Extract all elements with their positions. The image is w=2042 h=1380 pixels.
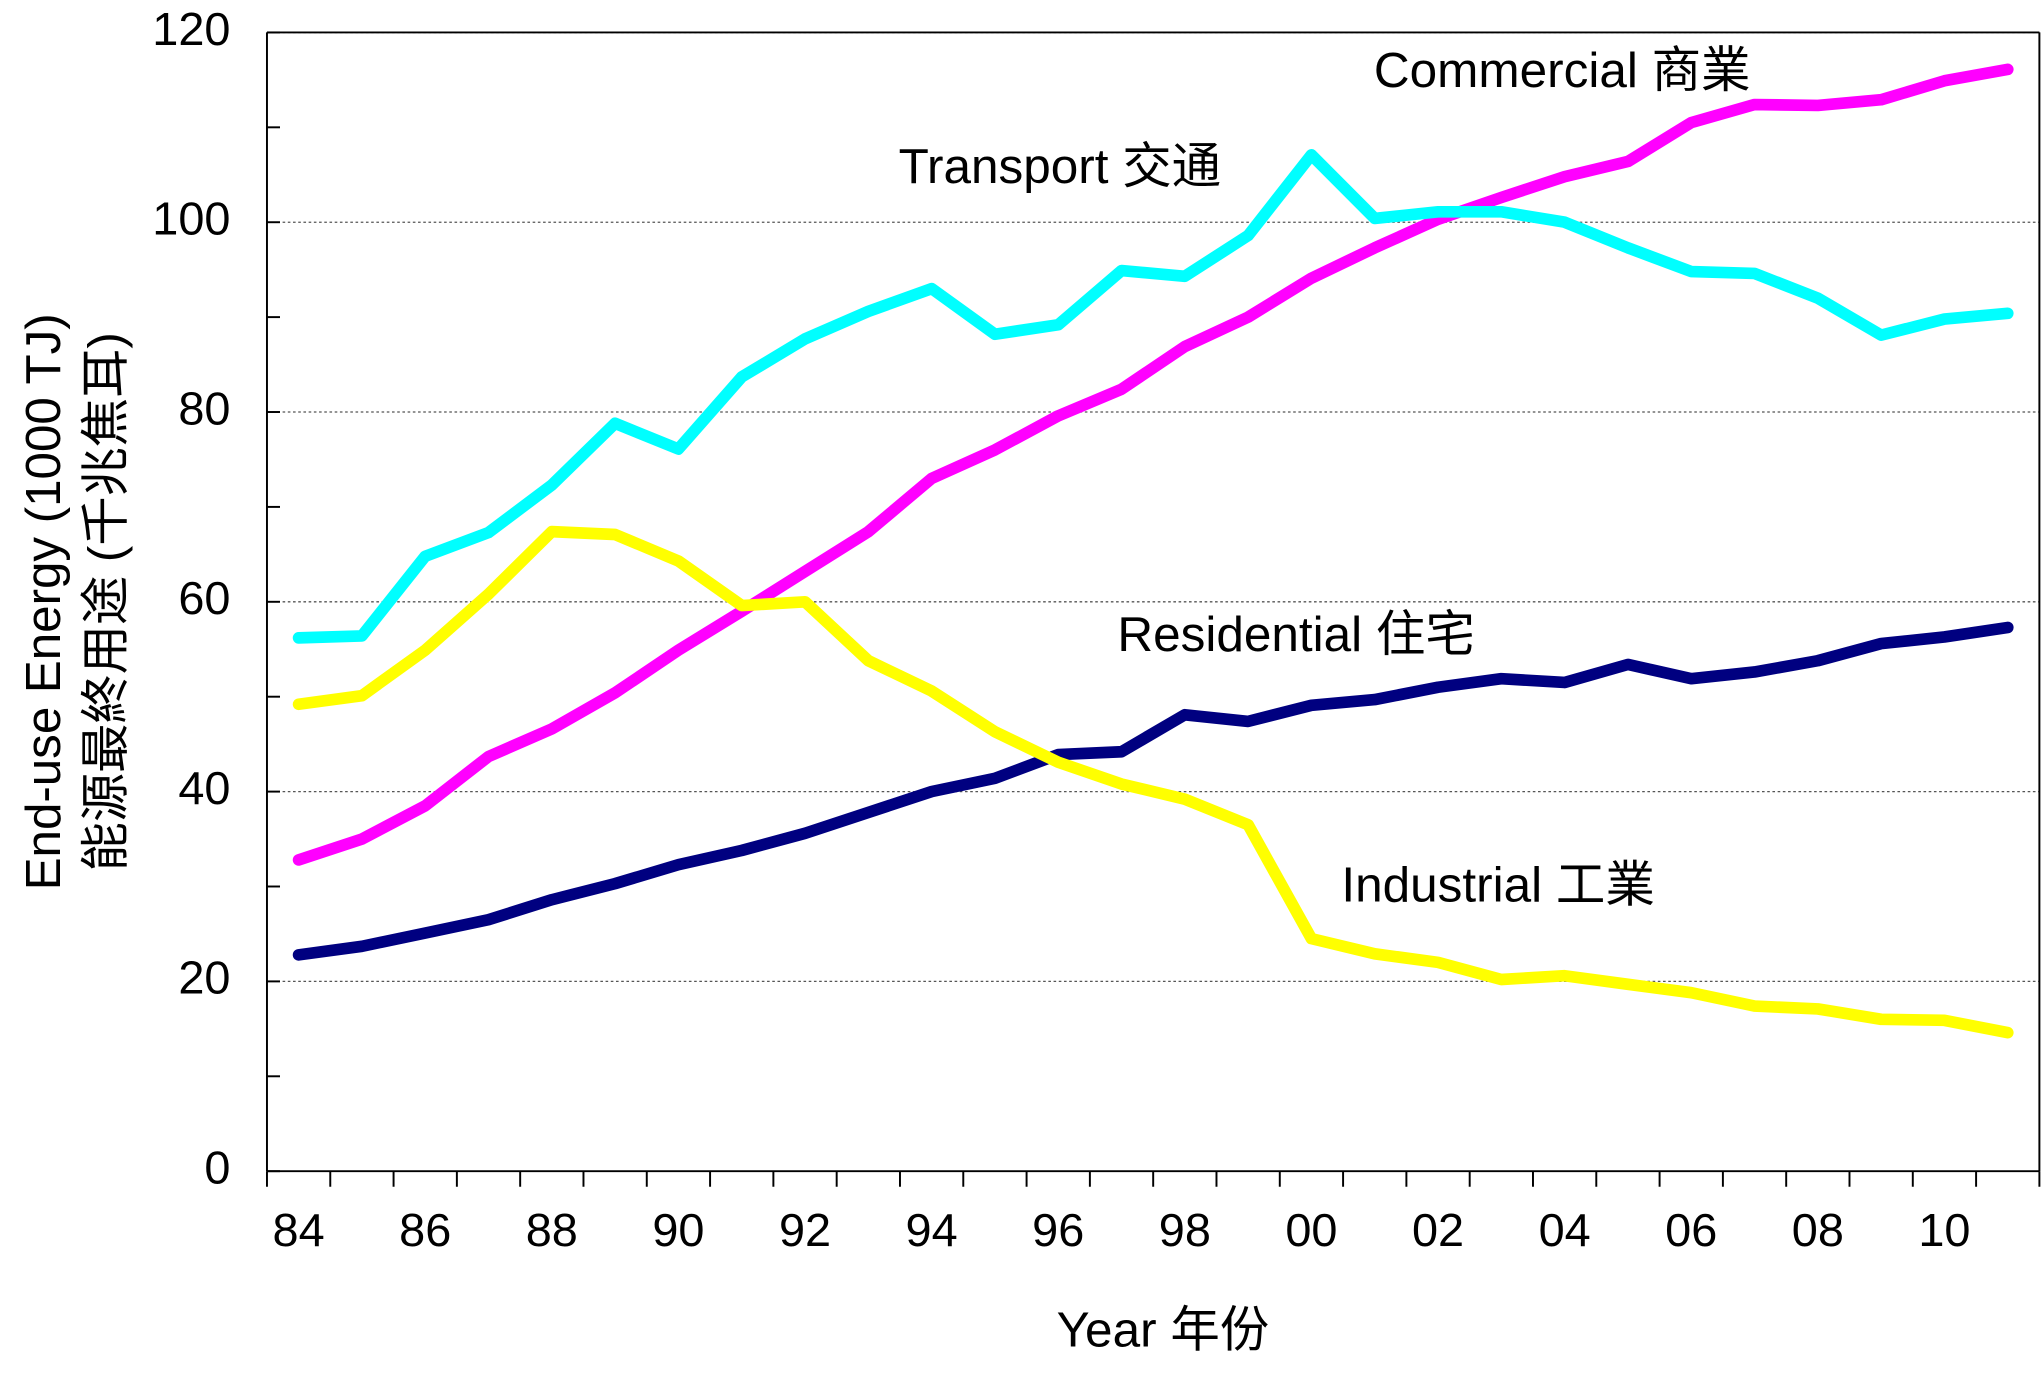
y-axis-title: End-use Energy (1000 TJ): [16, 313, 71, 890]
series-line: [292, 63, 2014, 866]
x-tick-label: 10: [1918, 1204, 1970, 1256]
x-tick-label: 96: [1032, 1204, 1084, 1256]
x-tick-label: 90: [652, 1204, 704, 1256]
y-tick-label: 40: [178, 762, 230, 814]
x-tick-label: 98: [1159, 1204, 1211, 1256]
x-tick-label: 86: [399, 1204, 451, 1256]
series-line: [292, 149, 2014, 644]
series-line: [292, 621, 2014, 961]
y-tick-label: 60: [178, 572, 230, 624]
x-axis-title: Year 年份: [1057, 1302, 1270, 1357]
y-tick-label: 100: [152, 193, 230, 245]
x-tick-label: 84: [273, 1204, 325, 1256]
series-label: Industrial 工業: [1341, 858, 1654, 913]
x-tick-label: 08: [1792, 1204, 1844, 1256]
series-line: [292, 525, 2014, 1039]
series-label: Residential 住宅: [1117, 607, 1474, 662]
x-tick-label: 02: [1412, 1204, 1464, 1256]
x-tick-label: 94: [906, 1204, 958, 1256]
series-label: Commercial 商業: [1374, 43, 1751, 98]
y-tick-label: 80: [178, 382, 230, 434]
series-label: Transport 交通: [899, 139, 1222, 194]
x-tick-label: 06: [1665, 1204, 1717, 1256]
y-tick-label: 0: [204, 1142, 230, 1194]
x-tick-label: 88: [526, 1204, 578, 1256]
y-axis-title: 能源最終用途 (千兆焦耳): [78, 332, 133, 871]
y-tick-label: 20: [178, 952, 230, 1004]
y-tick-label: 120: [152, 3, 230, 55]
x-tick-label: 04: [1539, 1204, 1591, 1256]
x-tick-label: 92: [779, 1204, 831, 1256]
x-tick-label: 00: [1285, 1204, 1337, 1256]
